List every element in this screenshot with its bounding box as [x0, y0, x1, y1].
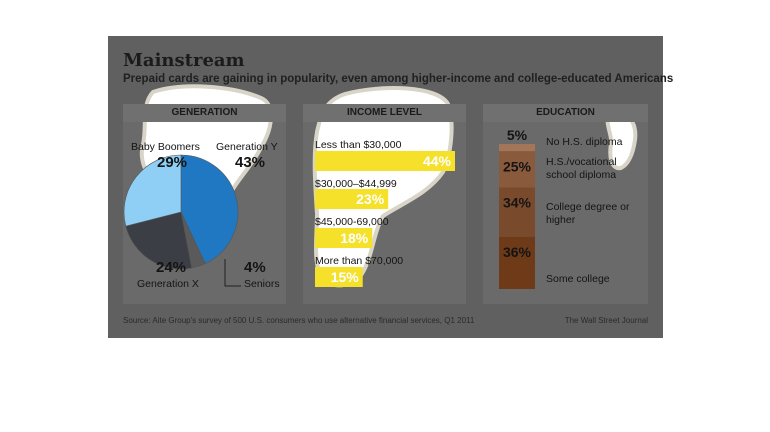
income-value-label-1: 23%	[356, 191, 385, 207]
income-bar-3	[315, 267, 363, 287]
education-bar-segment-3	[499, 236, 535, 289]
education-value-label-1: 25%	[503, 158, 532, 174]
pct-generation-x: 24%	[156, 259, 187, 276]
income-cat-3: More than $70,000	[315, 255, 404, 267]
label-seniors: Seniors	[244, 278, 280, 290]
education-bar-segment-1	[499, 151, 535, 188]
income-cat-1: $30,000–$44,999	[315, 178, 397, 190]
education-header: EDUCATION	[483, 104, 648, 122]
generation-pie	[123, 154, 239, 270]
education-value-label-3: 36%	[503, 244, 532, 260]
pct-seniors: 4%	[244, 259, 266, 276]
pie-slice-baby-boomers	[123, 154, 182, 227]
edu-cat-0: No H.S. diploma	[546, 136, 623, 148]
label-generation-y: Generation Y	[216, 141, 278, 153]
generation-panel: GENERATION Baby Boomers 29% Generation Y…	[123, 84, 286, 304]
chart-subtitle: Prepaid cards are gaining in popularity,…	[123, 73, 674, 85]
income-panel: INCOME LEVEL 44% 23% 18% 15% Less than $30,…	[303, 86, 466, 304]
education-bar-segment-0	[499, 144, 535, 152]
income-value-label-3: 15%	[331, 269, 360, 285]
income-bar-1	[315, 189, 389, 209]
income-bar-2	[315, 228, 373, 248]
income-value-label-2: 18%	[340, 230, 369, 246]
chart-card: Mainstream Prepaid cards are gaining in …	[108, 36, 673, 338]
credit-note: The Wall Street Journal	[564, 316, 648, 325]
highlight-blob-education	[605, 109, 638, 171]
source-note: Source: Aite Group's survey of 500 U.S. …	[123, 316, 475, 325]
income-header: INCOME LEVEL	[303, 104, 466, 122]
edu-cat-1: H.S./vocational school diploma	[546, 156, 617, 181]
education-panel: EDUCATION 5% 25% 34% 36% No H.S. diploma H.…	[483, 104, 648, 304]
pct-baby-boomers: 29%	[157, 154, 188, 171]
income-bar-0	[315, 151, 455, 171]
edu-cat-2: College degree or higher	[546, 201, 630, 226]
generation-header: GENERATION	[123, 104, 286, 122]
label-baby-boomers: Baby Boomers	[131, 141, 200, 153]
education-value-label-0: 5%	[507, 127, 528, 143]
education-value-label-2: 34%	[503, 195, 532, 211]
education-bars: 5% 25% 34% 36%	[499, 127, 535, 289]
pct-generation-y: 43%	[235, 154, 266, 171]
income-value-label-0: 44%	[423, 153, 452, 169]
income-cat-2: $45,000-69,000	[315, 216, 389, 228]
education-bar-segment-2	[499, 187, 535, 237]
income-bars: 44% 23% 18% 15%	[315, 151, 455, 287]
edu-cat-3: Some college	[546, 273, 610, 285]
chart-title: Mainstream	[123, 50, 245, 71]
seniors-leader-line	[224, 259, 241, 287]
pie-slice-generation-x	[125, 211, 193, 270]
income-cat-0: Less than $30,000	[315, 139, 402, 151]
pie-slice-generation-y	[180, 154, 239, 264]
label-generation-x: Generation X	[137, 278, 199, 290]
